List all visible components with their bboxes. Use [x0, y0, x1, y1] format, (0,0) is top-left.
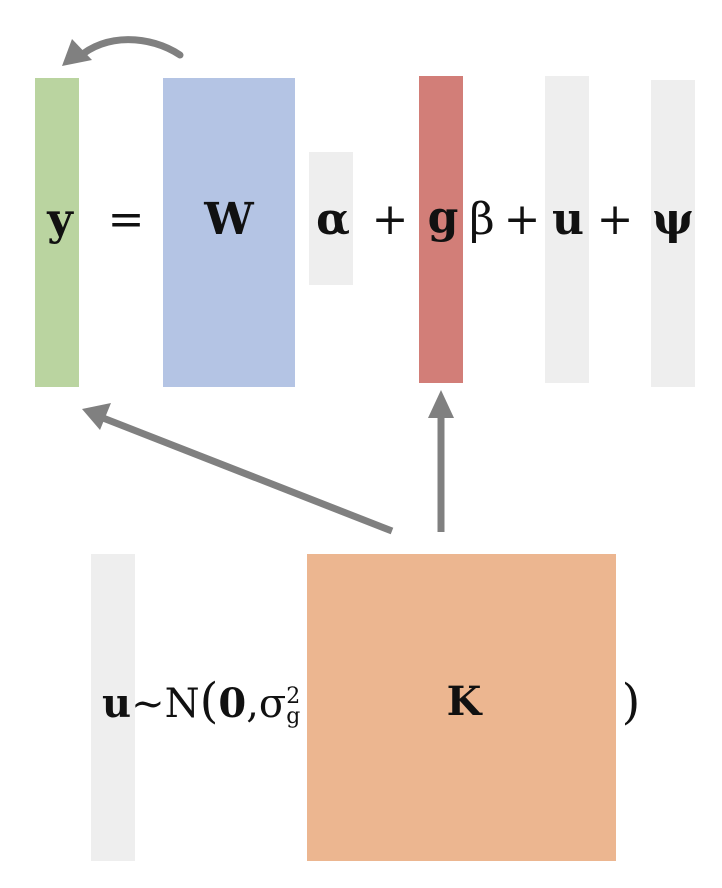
- k-to-y-arrow: [101, 414, 394, 535]
- sigma-superscript: 2: [286, 684, 301, 709]
- dist-u-symbol: u: [102, 680, 132, 727]
- w-symbol: W: [204, 194, 254, 245]
- zero-mean-symbol: 0: [218, 680, 247, 727]
- beta-symbol: β: [469, 194, 495, 245]
- g-vector-block: [419, 76, 463, 383]
- w-matrix-block: [163, 78, 295, 387]
- u-distribution-formula: u~N(0,σ 2 g: [102, 677, 301, 729]
- u-vector-block: [545, 76, 589, 383]
- curved-arrow: [74, 36, 184, 62]
- k-to-y-arrow-head: [82, 403, 111, 430]
- plus-symbol-3: +: [596, 194, 634, 245]
- psi-symbol: ψ: [652, 194, 694, 245]
- psi-vector-block: [651, 80, 695, 387]
- close-paren: ): [621, 674, 641, 730]
- k-symbol: K: [446, 678, 482, 725]
- plus-symbol-1: +: [371, 194, 409, 245]
- alpha-symbol: α: [316, 194, 350, 245]
- g-symbol: g: [427, 192, 459, 243]
- y-symbol: y: [47, 194, 73, 245]
- k-to-g-arrow-head: [428, 390, 454, 418]
- alpha-vector-block: [309, 152, 353, 285]
- plus-symbol-2: +: [503, 194, 541, 245]
- normal-symbol: N: [164, 681, 200, 727]
- tilde-symbol: ~: [131, 681, 165, 727]
- comma-symbol: ,: [246, 681, 259, 727]
- sigma-symbol: σ: [258, 681, 287, 727]
- open-paren: (: [199, 673, 219, 729]
- k-matrix-block: [307, 554, 616, 861]
- curved-arrow-head: [62, 39, 92, 66]
- u-symbol: u: [552, 194, 584, 245]
- y-vector-block: [35, 78, 79, 387]
- u-distribution-block: [91, 554, 135, 861]
- sigma-subscript: g: [286, 704, 301, 729]
- equals-symbol: =: [107, 194, 145, 245]
